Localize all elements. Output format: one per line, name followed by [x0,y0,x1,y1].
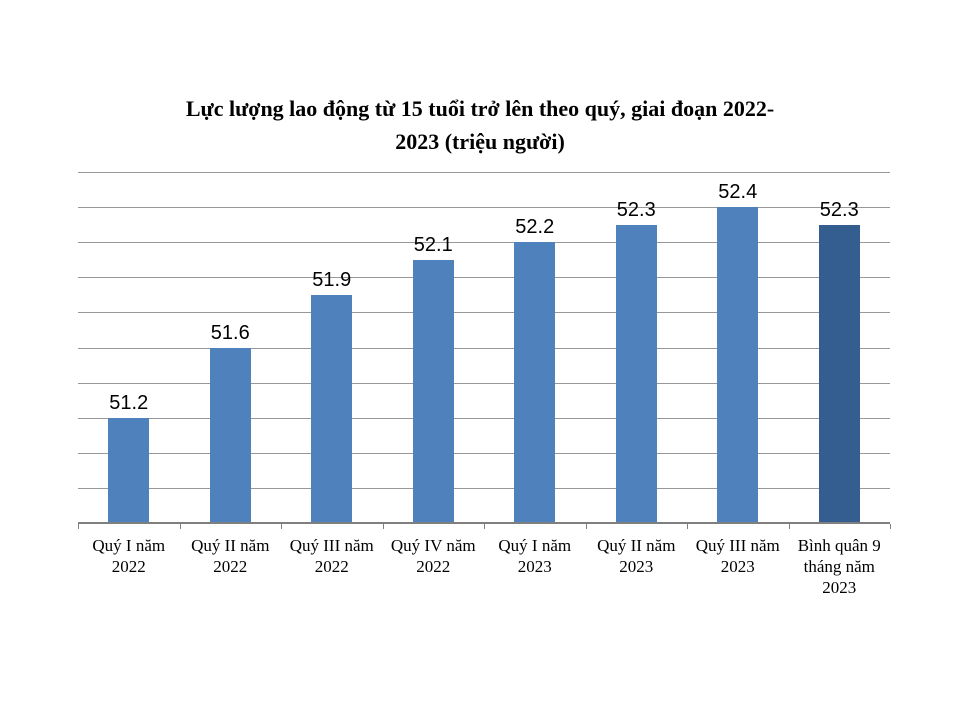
x-axis-line [78,522,890,524]
x-axis-tick [788,524,790,529]
y-gridline [78,487,890,489]
x-axis-category-label: Quý III năm 2023 [695,536,780,576]
chart-title: Lực lượng lao động từ 15 tuổi trở lên th… [130,92,830,158]
bar-2 [209,347,251,523]
x-axis-tick [890,524,891,529]
bar-value-label: 51.6 [210,321,250,344]
y-gridline [78,417,890,419]
chart-title-line2: 2023 (triệu người) [395,129,565,154]
y-gridline [78,452,890,454]
bar-8 [818,224,860,523]
y-gridline [78,312,890,314]
x-axis-category-label: Quý II năm 2023 [597,536,676,576]
x-axis-category-label: Quý I năm 2022 [92,536,166,576]
x-axis-tick [382,524,384,529]
y-gridline [78,382,890,384]
bar-value-label: 51.9 [312,268,352,291]
bar-6 [615,224,657,523]
x-axis-category-label: Quý III năm 2022 [289,536,374,576]
x-axis-category-label: Quý II năm 2022 [191,536,270,576]
x-axis-category-label: Bình quân 9 tháng năm 2023 [797,536,881,597]
x-axis-tick [78,524,79,529]
bar-value-label: 51.2 [109,391,149,414]
bar-1 [108,417,150,523]
y-gridline [78,172,890,173]
x-axis-category-label: Quý I năm 2023 [498,536,572,576]
x-axis-category-label: Quý IV năm 2022 [390,536,476,576]
bar-value-label: 52.3 [616,198,656,221]
bar-value-label: 52.1 [413,233,453,256]
bar-4 [412,259,454,523]
bar-3 [311,294,353,523]
y-gridline [78,277,890,279]
x-axis-tick [281,524,282,529]
x-axis-tick [585,524,587,529]
bar-5 [514,242,556,523]
x-axis-tick [484,524,485,529]
x-axis-tick [687,524,688,529]
bar-value-label: 52.3 [819,198,859,221]
y-gridline [78,347,890,349]
chart-title-line1: Lực lượng lao động từ 15 tuổi trở lên th… [185,96,775,121]
y-gridline [78,242,890,244]
y-gridline [78,207,890,209]
bar-value-label: 52.4 [718,181,758,204]
bar-value-label: 52.2 [515,216,555,239]
x-axis-tick [179,524,181,529]
bar-7 [717,207,759,523]
